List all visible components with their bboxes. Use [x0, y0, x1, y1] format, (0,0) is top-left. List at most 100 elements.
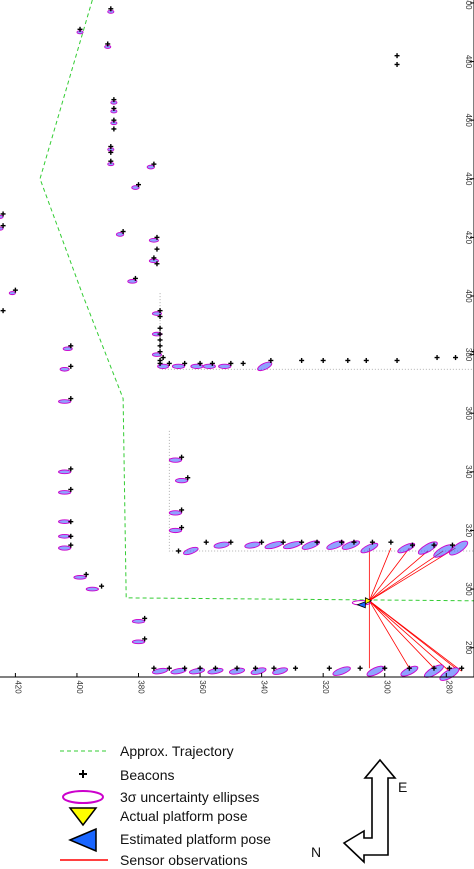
beacon-marker — [68, 343, 74, 349]
estimated-pose-marker — [356, 601, 366, 609]
beacon-marker — [179, 454, 185, 460]
uncertainty-ellipse — [257, 361, 273, 372]
legend-beacon-swatch — [79, 770, 87, 778]
legend-beacon-label: Beacons — [120, 767, 174, 783]
horizontal-tick-label: 380 — [137, 680, 146, 694]
beacon-marker — [388, 539, 394, 545]
compass-rose: E N — [311, 758, 407, 864]
beacon-marker — [68, 466, 74, 472]
beacon-marker — [363, 357, 369, 363]
beacon-marker — [471, 349, 474, 355]
beacon-marker — [68, 363, 74, 369]
uncertainty-ellipse — [272, 667, 289, 675]
actual-pose-marker — [364, 597, 373, 605]
beacon-marker — [228, 539, 234, 545]
platform-pose — [351, 597, 373, 609]
vertical-tick-label: 280 — [464, 641, 473, 655]
horizontal-tick-label: 400 — [75, 680, 84, 694]
beacon-marker — [453, 355, 459, 361]
beacon-marker — [240, 360, 246, 366]
vertical-ticks: 280 300 320 340 360 380 400 420 440 460 480 500 — [464, 0, 474, 655]
uncertainty-ellipse — [250, 667, 267, 675]
horizontal-tick-label: 300 — [383, 680, 392, 694]
beacon-marker — [157, 308, 163, 314]
uncertainty-ellipse — [151, 352, 163, 357]
beacon-marker — [431, 665, 437, 671]
uncertainty-ellipse — [157, 363, 170, 369]
beacon-marker — [434, 355, 440, 361]
beacon-marker — [151, 161, 157, 167]
beacon-marker — [320, 357, 326, 363]
legend-observation-label: Sensor observations — [120, 852, 248, 868]
beacon-marker — [132, 275, 138, 281]
uncertainty-ellipse — [332, 666, 351, 676]
uncertainty-ellipse — [115, 232, 125, 237]
uncertainty-ellipse — [188, 667, 206, 675]
uncertainty-ellipse — [62, 346, 73, 352]
uncertainty-ellipse — [131, 639, 146, 645]
legend-estimated-pose-swatch — [68, 827, 97, 853]
uncertainty-ellipse — [171, 363, 186, 369]
beacon-marker — [68, 396, 74, 402]
uncertainty-ellipse — [131, 619, 146, 624]
beacon-marker — [0, 211, 6, 217]
beacon-marker — [326, 665, 332, 671]
vertical-tick-label: 460 — [464, 113, 473, 127]
axes — [0, 0, 474, 678]
compass-east-label: E — [398, 779, 407, 795]
beacon-marker — [142, 636, 148, 642]
beacon-marker — [382, 665, 388, 671]
compass-arrow-icon — [342, 758, 397, 864]
uncertainty-ellipse — [85, 586, 99, 592]
vertical-tick-label: 420 — [464, 231, 473, 245]
vertical-tick-label: 480 — [464, 55, 473, 69]
beacon-marker — [12, 287, 18, 293]
beacon-marker — [268, 357, 274, 363]
horizontal-tick-label: 320 — [321, 680, 330, 694]
beacon-marker — [83, 571, 89, 577]
beacon-marker — [280, 539, 286, 545]
beacon-marker — [157, 349, 163, 355]
trajectory-line — [39, 0, 474, 602]
uncertainty-ellipse — [244, 541, 261, 549]
observation-line — [369, 547, 456, 602]
beacon-marker — [111, 97, 117, 103]
observation-line — [369, 600, 462, 672]
uncertainty-ellipse — [190, 363, 204, 369]
uncertainty-ellipse — [449, 540, 469, 556]
beacon-marker — [197, 665, 203, 671]
legend-ellipse-swatch — [62, 790, 104, 804]
vertical-tick-label: 440 — [464, 172, 473, 186]
beacon-marker — [99, 583, 105, 589]
beacon-marker — [179, 507, 185, 513]
beacon-marker — [68, 519, 74, 525]
beacon-marker — [431, 542, 437, 548]
beacon-marker — [157, 343, 163, 349]
vertical-tick-label: 380 — [464, 348, 473, 362]
beacon-marker — [182, 665, 188, 671]
beacon-marker — [160, 355, 166, 361]
beacon-marker — [68, 542, 74, 548]
beacon-marker — [108, 144, 114, 150]
approx-trajectory — [39, 0, 474, 602]
uncertainty-ellipse — [58, 469, 72, 475]
beacon-marker — [108, 6, 114, 12]
beacon-marker — [166, 665, 172, 671]
beacons — [0, 6, 474, 671]
beacon-marker — [157, 331, 163, 337]
beacon-marker — [176, 548, 182, 554]
beacon-marker — [185, 475, 191, 481]
beacon-marker — [299, 357, 305, 363]
uncertainty-ellipse — [146, 164, 155, 170]
vertical-tick-label: 360 — [464, 407, 473, 421]
sensor-observations — [368, 547, 462, 672]
beacon-marker — [151, 255, 157, 261]
observation-line — [368, 547, 392, 601]
uncertainty-ellipse — [131, 185, 140, 190]
beacon-marker — [446, 665, 452, 671]
beacon-marker — [299, 539, 305, 545]
beacon-marker — [259, 539, 265, 545]
uncertainty-ellipse — [360, 542, 379, 554]
beacon-marker — [120, 229, 126, 235]
